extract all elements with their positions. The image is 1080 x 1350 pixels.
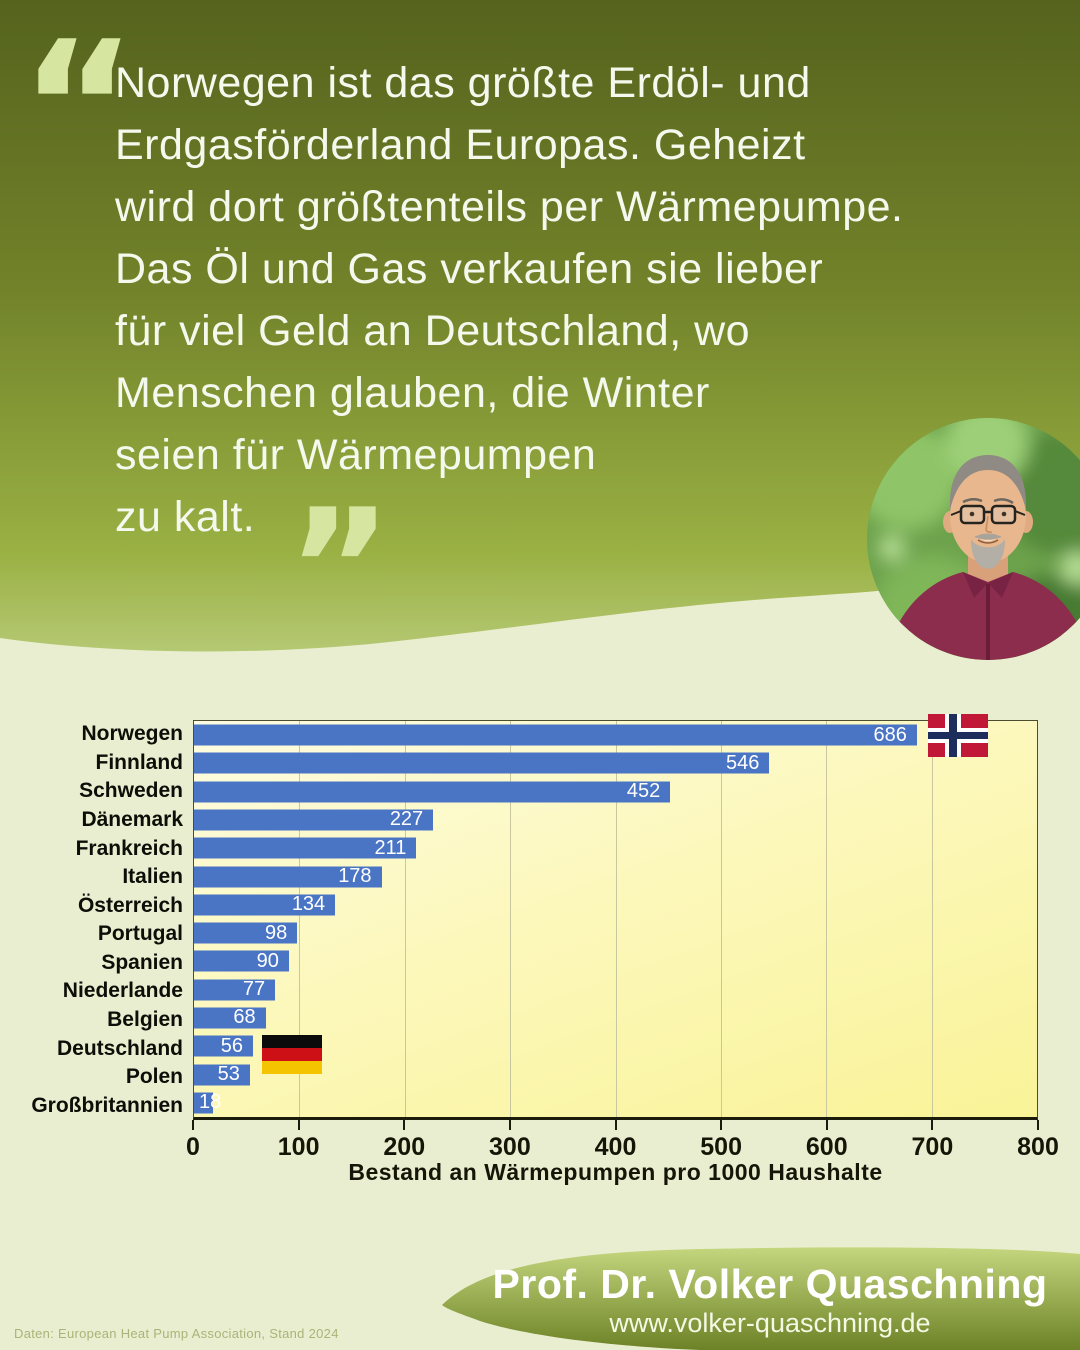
footer: Prof. Dr. Volker Quaschning www.volker-q…	[470, 1261, 1070, 1339]
category-label: Deutschland	[56, 1036, 183, 1060]
bar-row: 546	[194, 749, 1037, 777]
gridline	[931, 721, 933, 1117]
gridline	[615, 721, 617, 1117]
bar-row: 77	[194, 976, 1037, 1004]
category-labels: Norwegen Finnland Schweden Dänemark Frankrei…	[0, 720, 183, 1120]
quote-section-background	[0, 0, 1080, 652]
x-axis-title: Bestand an Wärmepumpen pro 1000 Haushalt…	[348, 1159, 883, 1185]
bar: 98	[194, 921, 298, 944]
category-label: Finnland	[95, 750, 184, 774]
data-source-note: Daten: European Heat Pump Association, S…	[14, 1326, 339, 1341]
bar-value-label: 546	[725, 751, 760, 774]
category-label: Schweden	[79, 779, 183, 803]
bars: 686 546 452 227 211 178 134 98 90 77 68 56 53 18	[194, 721, 1037, 1117]
bar: 686	[194, 723, 917, 746]
bar-value-label: 77	[242, 978, 266, 1001]
close-quote-icon: ”	[287, 474, 393, 661]
author-name: Prof. Dr. Volker Quaschning	[492, 1261, 1048, 1307]
quote-line: Erdgasförderland Europas. Geheizt	[115, 121, 806, 169]
bar: 134	[194, 893, 336, 916]
bar-row: 68	[194, 1004, 1037, 1032]
bar-value-label: 53	[217, 1063, 240, 1086]
category-label: Großbritannien	[31, 1093, 183, 1117]
quote-line: seien für Wärmepumpen	[115, 431, 597, 479]
quote-line: Norwegen ist das größte Erdöl- und	[115, 59, 811, 107]
bar-value-label: 178	[338, 865, 372, 888]
portrait-illustration	[867, 418, 1080, 660]
category-label: Frankreich	[75, 836, 183, 860]
gridline	[826, 721, 828, 1117]
category-label: Österreich	[77, 893, 183, 917]
bar: 56	[194, 1034, 253, 1057]
bar-value-label: 18	[199, 1091, 222, 1114]
bar: 90	[194, 949, 289, 972]
bar: 178	[194, 865, 382, 888]
bar-value-label: 98	[265, 921, 288, 944]
bar-row: 18	[194, 1089, 1037, 1117]
plot-area: 686 546 452 227 211 178 134 98 90 77 68 56 53 18	[193, 720, 1038, 1120]
bar-row: 134	[194, 891, 1037, 919]
quote-line: für viel Geld an Deutschland, wo	[115, 307, 751, 355]
bar-value-label: 56	[220, 1034, 243, 1057]
germany-flag-icon	[262, 1035, 322, 1074]
bar-row: 53	[194, 1060, 1037, 1088]
bar-row: 56	[194, 1032, 1037, 1060]
bar: 77	[194, 978, 276, 1001]
quote-line: zu kalt.	[115, 493, 256, 541]
bar-value-label: 686	[873, 723, 907, 746]
quote-line: wird dort größtenteils per Wärmepumpe.	[115, 183, 904, 231]
gridline	[404, 721, 406, 1117]
bar: 18	[194, 1091, 221, 1114]
bar-value-label: 211	[374, 836, 407, 859]
bar-value-label: 134	[291, 893, 326, 916]
footer-blob-shape	[442, 1247, 1080, 1350]
category-label: Portugal	[97, 922, 183, 946]
bar-value-label: 452	[626, 780, 661, 803]
bar-value-label: 90	[256, 949, 279, 972]
category-label: Belgien	[107, 1008, 183, 1032]
bar-row: 90	[194, 947, 1037, 975]
quote-line: Das Öl und Gas verkaufen sie lieber	[115, 245, 824, 293]
bar-row: 98	[194, 919, 1037, 947]
bar-value-label: 227	[389, 808, 424, 831]
bar: 227	[194, 808, 434, 831]
wave-shape	[0, 0, 1080, 652]
bar-row: 178	[194, 862, 1037, 890]
quote-text: Norwegen ist das größte Erdöl- und Erdga…	[115, 52, 904, 548]
category-label: Niederlande	[62, 979, 183, 1003]
bar-row: 686	[194, 721, 1037, 749]
gridline	[299, 721, 301, 1117]
portrait-photo	[867, 418, 1080, 660]
open-quote-icon: “	[20, 3, 137, 210]
bar: 68	[194, 1006, 266, 1029]
bar-row: 211	[194, 834, 1037, 862]
category-label: Spanien	[101, 950, 183, 974]
category-label: Polen	[125, 1065, 183, 1089]
bar: 211	[194, 836, 417, 859]
category-label: Italien	[122, 865, 183, 889]
bar-row: 452	[194, 778, 1037, 806]
quote-line: Menschen glauben, die Winter	[115, 369, 710, 417]
website-url: www.volker-quaschning.de	[609, 1308, 931, 1338]
norway-flag-icon	[928, 714, 988, 757]
bar-row: 227	[194, 806, 1037, 834]
gridline	[720, 721, 722, 1117]
category-label: Dänemark	[81, 808, 183, 832]
bar-value-label: 68	[233, 1006, 256, 1029]
bar: 452	[194, 780, 671, 803]
category-label: Norwegen	[81, 722, 183, 746]
gridline	[510, 721, 512, 1117]
bar: 546	[194, 751, 770, 774]
bar: 53	[194, 1063, 250, 1086]
